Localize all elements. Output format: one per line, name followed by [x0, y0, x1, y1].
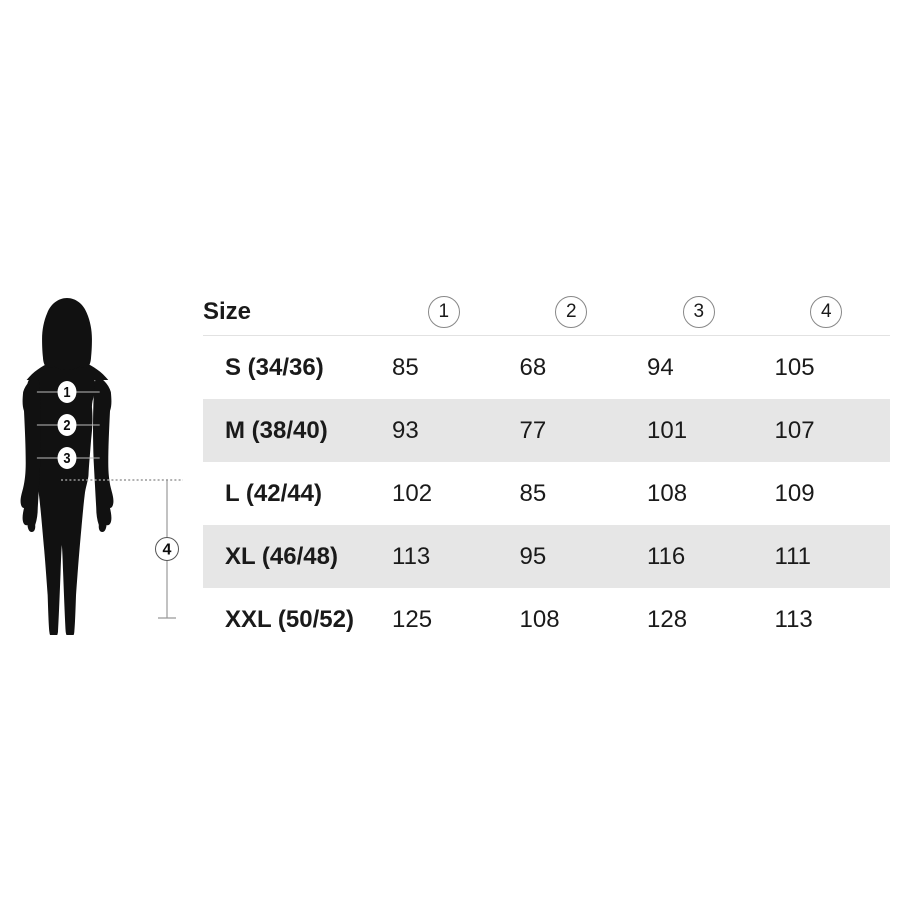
svg-text:4: 4: [163, 542, 172, 559]
